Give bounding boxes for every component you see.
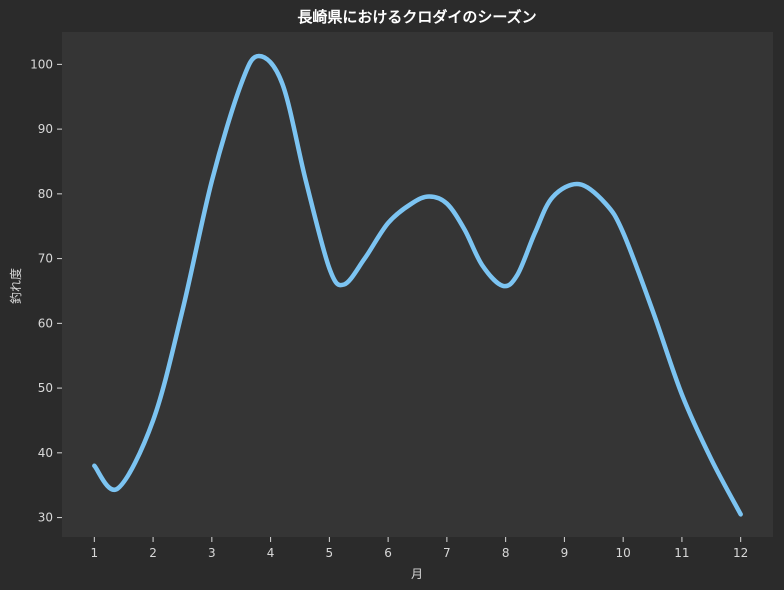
x-tick-label: 9 [561,546,569,560]
series-line [92,53,743,517]
y-tick-label: 40 [38,446,53,460]
x-tick-label: 12 [733,546,748,560]
x-tick-label: 6 [384,546,392,560]
x-tick-label: 3 [208,546,216,560]
y-axis-ticks: 30 40 50 60 70 80 90 100 [30,57,62,525]
y-tick-label: 50 [38,381,53,395]
x-tick-label: 11 [674,546,689,560]
y-axis-label: 釣れ度 [8,268,23,304]
chart-title: 長崎県におけるクロダイのシーズン [297,8,536,26]
x-tick-label: 10 [616,546,631,560]
y-tick-label: 70 [38,252,53,266]
plot-area [62,32,773,537]
x-tick-label: 7 [443,546,451,560]
x-tick-label: 2 [149,546,157,560]
y-tick-label: 80 [38,187,53,201]
x-tick-label: 4 [267,546,275,560]
y-tick-label: 90 [38,122,53,136]
x-axis-label: 月 [411,567,423,581]
x-tick-label: 8 [502,546,510,560]
y-tick-label: 100 [30,57,53,71]
y-tick-label: 60 [38,316,53,330]
x-tick-label: 1 [90,546,98,560]
x-axis-ticks: 1 2 3 4 5 6 7 8 9 10 11 12 [90,537,748,560]
x-tick-label: 5 [326,546,334,560]
y-tick-label: 30 [38,511,53,525]
